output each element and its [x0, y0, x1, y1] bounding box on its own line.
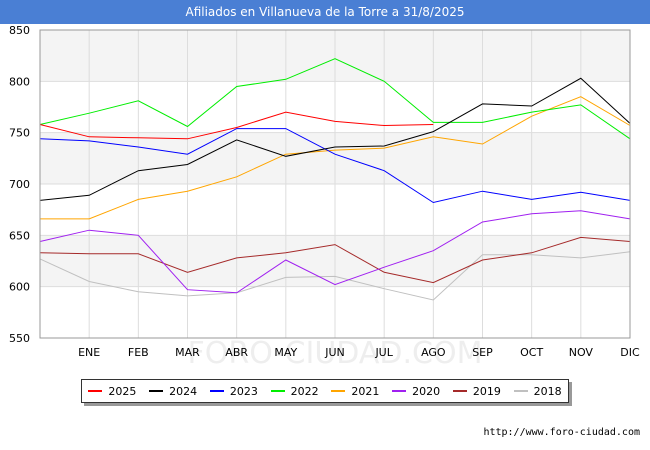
chart-title: Afiliados en Villanueva de la Torre a 31…	[0, 0, 650, 24]
x-tick-label: FEB	[128, 346, 149, 359]
y-tick-label: 550	[9, 332, 30, 345]
legend-item-2019: 2019	[452, 384, 501, 398]
legend-item-2020: 2020	[392, 385, 440, 398]
x-tick-label: JUL	[374, 346, 393, 359]
legend-label: 2022	[290, 384, 319, 398]
x-tick-label: AGO	[421, 346, 446, 359]
legend-item-2024: 2024	[149, 385, 197, 398]
legend-swatch	[331, 390, 346, 392]
series-line-2024	[39, 77, 631, 201]
x-axis-ticks: ENE FEB MAR ABR MAY JUN JUL AGO SEP OCT NOV DIC	[78, 346, 640, 359]
series-line-2019	[39, 236, 631, 284]
series-line-2020	[39, 210, 631, 294]
plot-frame	[39, 29, 631, 339]
legend-label: 2021	[351, 384, 380, 398]
x-tick-label: DIC	[620, 346, 640, 359]
x-tick-label: MAY	[274, 346, 297, 359]
legend: 2025 2024 2023 2022 2021 2020 2019 2018	[81, 379, 569, 403]
x-tick-label: ENE	[78, 346, 100, 359]
x-tick-label: NOV	[569, 346, 594, 359]
y-tick-label: 650	[9, 229, 30, 242]
legend-label: 2024	[169, 384, 198, 398]
x-tick-label: MAR	[175, 346, 200, 359]
series-line-2018	[39, 251, 631, 301]
y-tick-label: 700	[9, 178, 30, 191]
series-line-2022	[39, 58, 631, 140]
legend-item-2023: 2023	[209, 384, 258, 398]
series-line-2025	[39, 111, 434, 140]
legend-label: 2019	[472, 384, 501, 398]
y-tick-label: 750	[9, 127, 30, 140]
series-lines	[39, 58, 631, 301]
y-axis-ticks: 550 600 650 700 750 800 850	[9, 24, 30, 345]
legend-swatch	[270, 390, 285, 392]
y-tick-label: 600	[9, 281, 30, 294]
legend-label: 2020	[412, 384, 441, 398]
legend-swatch	[209, 390, 224, 392]
legend-item-2025: 2025	[88, 385, 136, 398]
series-line-2023	[39, 128, 631, 204]
legend-swatch	[452, 390, 467, 392]
legend-item-2018: 2018	[513, 384, 562, 398]
legend-item-2021: 2021	[331, 385, 379, 398]
y-tick-label: 850	[9, 24, 30, 37]
watermark: FORO-CIUDAD.COM	[188, 336, 483, 371]
series-line-2021	[40, 96, 631, 220]
legend-swatch	[513, 390, 528, 392]
source-url: http://www.foro-ciudad.com	[483, 427, 640, 438]
legend-label: 2018	[533, 384, 562, 398]
x-tick-label: SEP	[472, 346, 493, 359]
y-tick-label: 800	[9, 75, 30, 88]
legend-label: 2025	[108, 384, 137, 398]
legend-swatch	[88, 390, 103, 392]
x-tick-label: OCT	[520, 346, 543, 359]
legend-label: 2023	[229, 384, 258, 398]
x-tick-label: JUN	[324, 346, 345, 359]
legend-item-2022: 2022	[270, 384, 319, 398]
legend-swatch	[392, 390, 407, 392]
legend-swatch	[149, 390, 164, 392]
x-tick-label: ABR	[225, 346, 248, 359]
